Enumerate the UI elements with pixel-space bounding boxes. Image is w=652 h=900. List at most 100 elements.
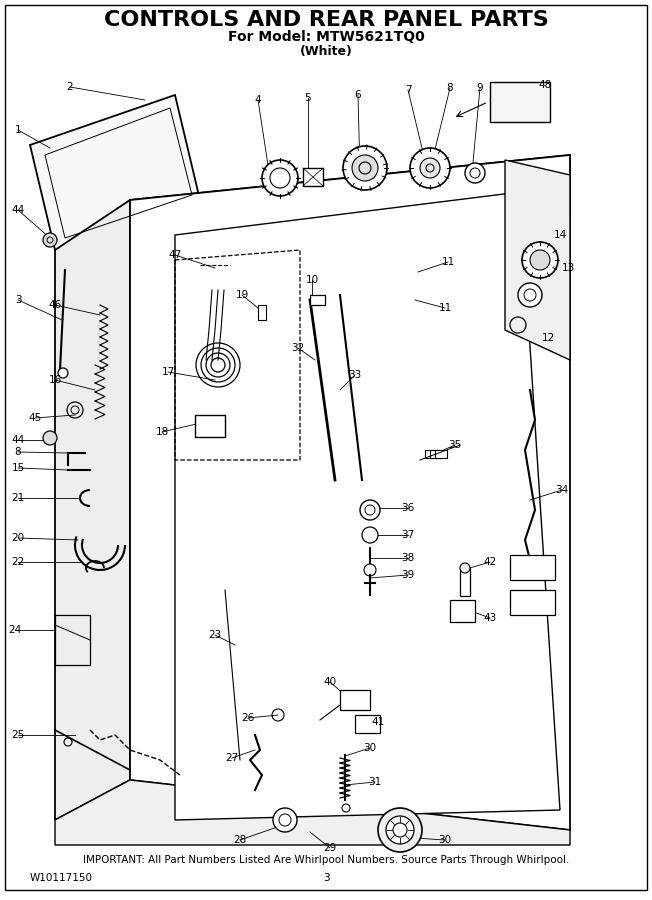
Circle shape <box>410 148 450 188</box>
Text: 42: 42 <box>483 557 497 567</box>
Text: 13: 13 <box>561 263 574 273</box>
Bar <box>510 555 555 580</box>
Circle shape <box>362 527 378 543</box>
Bar <box>510 590 555 615</box>
Bar <box>55 615 90 665</box>
Circle shape <box>460 563 470 573</box>
Circle shape <box>530 250 550 270</box>
Bar <box>425 450 437 458</box>
Text: 2: 2 <box>67 82 73 92</box>
Bar <box>450 600 475 622</box>
Text: 19: 19 <box>235 290 248 300</box>
Bar <box>430 450 442 458</box>
Text: 40: 40 <box>323 677 336 687</box>
Text: 8: 8 <box>447 83 453 93</box>
Text: 37: 37 <box>402 530 415 540</box>
Text: 25: 25 <box>11 730 25 740</box>
Bar <box>460 568 470 596</box>
Circle shape <box>386 816 414 844</box>
Text: 32: 32 <box>291 343 304 353</box>
Bar <box>355 715 380 733</box>
Text: 34: 34 <box>556 485 569 495</box>
Text: IMPORTANT: All Part Numbers Listed Are Whirlpool Numbers. Source Parts Through W: IMPORTANT: All Part Numbers Listed Are W… <box>83 855 569 865</box>
Polygon shape <box>130 155 570 830</box>
Bar <box>435 450 447 458</box>
Text: 9: 9 <box>477 83 483 93</box>
Bar <box>490 82 550 122</box>
Text: 30: 30 <box>363 743 377 753</box>
Circle shape <box>343 146 387 190</box>
Polygon shape <box>175 192 560 820</box>
Text: 3: 3 <box>15 295 22 305</box>
Text: 30: 30 <box>438 835 452 845</box>
Circle shape <box>43 233 57 247</box>
Text: 36: 36 <box>402 503 415 513</box>
Text: 48: 48 <box>539 80 552 90</box>
Circle shape <box>58 368 68 378</box>
Text: 17: 17 <box>162 367 175 377</box>
Text: 27: 27 <box>226 753 239 763</box>
Text: 45: 45 <box>29 413 42 423</box>
Text: 33: 33 <box>348 370 362 380</box>
Text: 4: 4 <box>255 95 261 105</box>
Circle shape <box>273 808 297 832</box>
Circle shape <box>522 242 558 278</box>
Text: W10117150: W10117150 <box>30 873 93 883</box>
Text: 39: 39 <box>402 570 415 580</box>
Text: 38: 38 <box>402 553 415 563</box>
Text: 31: 31 <box>368 777 381 787</box>
Text: 35: 35 <box>449 440 462 450</box>
Text: 12: 12 <box>541 333 555 343</box>
Text: 47: 47 <box>168 250 182 260</box>
Text: 21: 21 <box>11 493 25 503</box>
Text: 11: 11 <box>441 257 454 267</box>
Circle shape <box>378 808 422 852</box>
Text: 29: 29 <box>323 843 336 853</box>
Text: 26: 26 <box>241 713 255 723</box>
Circle shape <box>262 160 298 196</box>
Polygon shape <box>55 780 570 845</box>
Text: 10: 10 <box>305 275 319 285</box>
Bar <box>258 305 266 320</box>
Bar <box>310 295 325 305</box>
Text: 46: 46 <box>48 300 62 310</box>
Text: For Model: MTW5621TQ0: For Model: MTW5621TQ0 <box>228 30 424 44</box>
Circle shape <box>518 283 542 307</box>
Text: 24: 24 <box>8 625 22 635</box>
Circle shape <box>43 431 57 445</box>
Circle shape <box>364 564 376 576</box>
Text: 6: 6 <box>355 90 361 100</box>
Text: 11: 11 <box>438 303 452 313</box>
Circle shape <box>342 804 350 812</box>
Text: 20: 20 <box>12 533 25 543</box>
Bar <box>340 690 370 710</box>
Text: 7: 7 <box>405 85 411 95</box>
Text: 15: 15 <box>11 463 25 473</box>
Text: 8: 8 <box>15 447 22 457</box>
Text: 3: 3 <box>323 873 329 883</box>
Bar <box>303 168 323 186</box>
Text: CONTROLS AND REAR PANEL PARTS: CONTROLS AND REAR PANEL PARTS <box>104 10 548 30</box>
Text: 16: 16 <box>48 375 62 385</box>
Circle shape <box>360 500 380 520</box>
Circle shape <box>420 158 440 178</box>
Circle shape <box>352 155 378 181</box>
Circle shape <box>465 163 485 183</box>
Text: 43: 43 <box>483 613 497 623</box>
Text: 41: 41 <box>372 717 385 727</box>
Text: (White): (White) <box>299 46 353 58</box>
Text: 5: 5 <box>304 93 311 103</box>
Bar <box>195 415 225 437</box>
Polygon shape <box>130 155 570 260</box>
Text: 28: 28 <box>233 835 246 845</box>
Text: 44: 44 <box>11 205 25 215</box>
Text: 18: 18 <box>155 427 169 437</box>
Polygon shape <box>30 95 200 250</box>
Text: 23: 23 <box>209 630 222 640</box>
Text: 1: 1 <box>15 125 22 135</box>
Polygon shape <box>55 200 130 820</box>
Text: 22: 22 <box>11 557 25 567</box>
Text: 44: 44 <box>11 435 25 445</box>
Polygon shape <box>505 160 570 360</box>
Text: 14: 14 <box>554 230 567 240</box>
